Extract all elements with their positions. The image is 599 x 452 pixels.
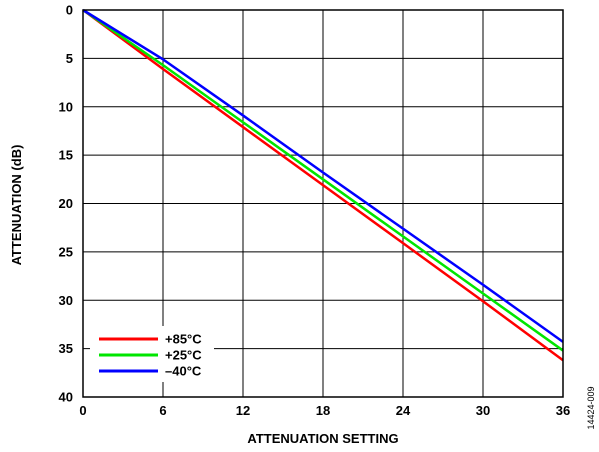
x-tick-label: 6 <box>159 403 166 418</box>
y-tick-label: 0 <box>66 3 73 18</box>
x-tick-label: 36 <box>556 403 570 418</box>
y-tick-label: 25 <box>59 244 73 259</box>
tick-labels: 0 6 12 18 24 30 36 0 5 10 15 20 25 30 35 40 <box>59 3 571 419</box>
x-tick-label: 24 <box>396 403 411 418</box>
series-line-1 <box>82 8 564 352</box>
y-tick-label: 15 <box>59 148 73 163</box>
y-tick-label: 5 <box>66 51 73 66</box>
y-tick-label: 40 <box>59 390 73 405</box>
legend-label-85c: +85°C <box>165 332 202 347</box>
series-line-0 <box>82 8 564 362</box>
legend: +85°C +25°C –40°C <box>90 326 214 382</box>
x-tick-label: 12 <box>236 403 250 418</box>
y-tick-label: 35 <box>59 341 73 356</box>
y-tick-label: 20 <box>59 196 73 211</box>
series-layer <box>82 8 564 362</box>
legend-label-minus40c: –40°C <box>165 364 202 379</box>
x-axis-label: ATTENUATION SETTING <box>247 431 398 446</box>
y-axis-label: ATTENUATION (dB) <box>9 145 24 266</box>
x-tick-label: 18 <box>316 403 330 418</box>
legend-label-25c: +25°C <box>165 348 202 363</box>
x-tick-label: 0 <box>79 403 86 418</box>
series-line-2 <box>82 8 564 343</box>
y-tick-label: 10 <box>59 99 73 114</box>
plot-frame <box>82 9 564 398</box>
y-tick-label: 30 <box>59 293 73 308</box>
figure-id: 14424-009 <box>586 386 596 429</box>
x-tick-label: 30 <box>476 403 490 418</box>
